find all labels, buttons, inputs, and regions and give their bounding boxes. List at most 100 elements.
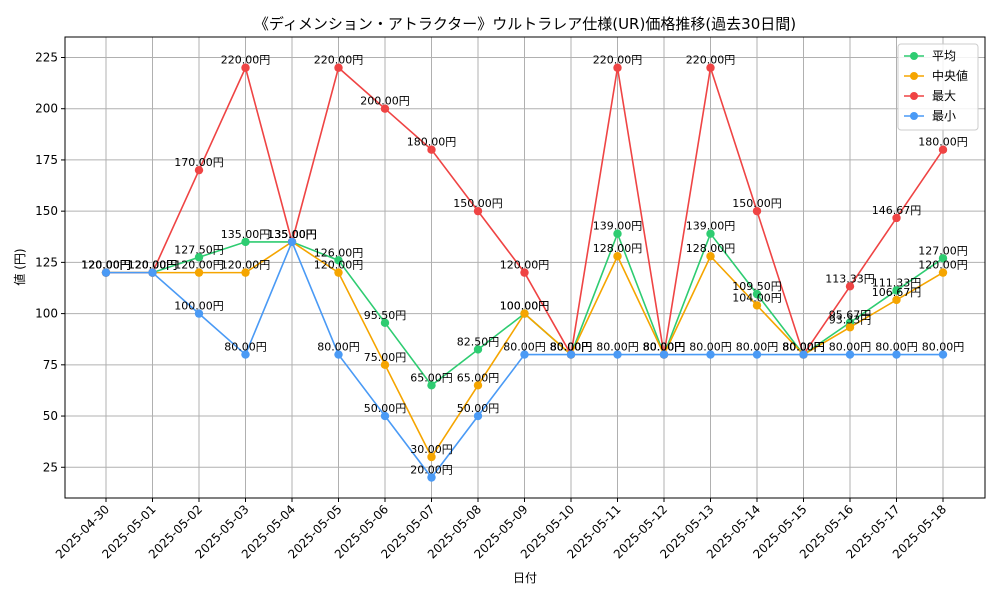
data-point bbox=[241, 350, 250, 359]
data-label: 128.00円 bbox=[686, 242, 736, 255]
chart-title: 《ディメンション・アトラクター》ウルトラレア仕様(UR)価格推移(過去30日間) bbox=[254, 15, 796, 33]
data-label: 95.67円 bbox=[829, 308, 872, 321]
data-point bbox=[194, 268, 204, 277]
series-layer bbox=[101, 63, 948, 482]
data-label: 180.00円 bbox=[407, 136, 457, 149]
data-label: 150.00円 bbox=[453, 197, 503, 210]
data-point bbox=[194, 309, 204, 318]
data-label: 80.00円 bbox=[689, 341, 732, 354]
data-point bbox=[520, 309, 529, 318]
data-label: 30.00円 bbox=[410, 443, 453, 456]
data-label: 127.00円 bbox=[918, 244, 968, 257]
data-label: 80.00円 bbox=[736, 341, 779, 354]
data-point bbox=[892, 213, 901, 223]
legend-marker bbox=[910, 72, 918, 80]
y-tick-label: 75 bbox=[43, 358, 58, 372]
data-label: 50.00円 bbox=[364, 402, 407, 415]
data-label: 135.00円 bbox=[267, 228, 317, 241]
data-point bbox=[241, 237, 250, 247]
data-label: 93.33円 bbox=[829, 313, 872, 326]
data-point bbox=[706, 229, 715, 238]
data-point bbox=[473, 206, 483, 216]
data-labels: 120.00円120.00円127.50円135.00円135.00円126.0… bbox=[81, 54, 968, 477]
data-label: 126.00円 bbox=[314, 246, 364, 259]
y-tick-label: 200 bbox=[35, 102, 58, 116]
legend-item: 最小 bbox=[904, 109, 956, 123]
data-label: 120.00円 bbox=[500, 259, 550, 272]
data-label: 220.00円 bbox=[686, 54, 736, 67]
data-label: 111.33円 bbox=[872, 276, 922, 289]
y-tick-label: 25 bbox=[43, 460, 58, 474]
data-point bbox=[613, 252, 622, 261]
data-point bbox=[845, 323, 855, 332]
data-label: 75.00円 bbox=[364, 351, 407, 364]
data-label: 80.00円 bbox=[782, 341, 825, 354]
y-tick-label: 150 bbox=[35, 204, 58, 218]
data-point bbox=[334, 350, 343, 359]
data-label: 120.00円 bbox=[81, 259, 131, 272]
data-point bbox=[938, 145, 948, 154]
data-label: 200.00円 bbox=[360, 95, 410, 108]
data-point bbox=[334, 256, 343, 265]
data-label: 20.00円 bbox=[410, 464, 453, 477]
data-label: 80.00円 bbox=[550, 341, 593, 354]
data-point bbox=[473, 411, 483, 421]
legend-label: 最大 bbox=[932, 89, 956, 103]
data-label: 120.00円 bbox=[174, 259, 224, 272]
data-label: 150.00円 bbox=[732, 197, 782, 210]
y-tick-label: 225 bbox=[35, 50, 58, 64]
data-label: 82.50円 bbox=[457, 335, 500, 348]
data-label: 135.00円 bbox=[267, 228, 317, 241]
data-label: 80.00円 bbox=[643, 341, 686, 354]
data-point bbox=[892, 295, 901, 305]
data-point bbox=[892, 350, 901, 359]
legend-marker bbox=[910, 112, 918, 120]
data-label: 80.00円 bbox=[550, 341, 593, 354]
data-point bbox=[334, 268, 343, 277]
data-point bbox=[427, 145, 436, 154]
data-label: 80.00円 bbox=[643, 341, 686, 354]
y-tick-label: 125 bbox=[35, 255, 58, 269]
data-label: 106.67円 bbox=[872, 286, 922, 299]
data-point bbox=[845, 350, 855, 359]
data-point bbox=[613, 63, 622, 72]
data-label: 120.00円 bbox=[128, 259, 178, 272]
data-label: 139.00円 bbox=[686, 220, 736, 233]
data-label: 128.00円 bbox=[593, 242, 643, 255]
data-point bbox=[427, 381, 436, 390]
data-label: 120.00円 bbox=[221, 259, 271, 272]
data-point bbox=[613, 229, 622, 238]
data-point bbox=[845, 282, 855, 291]
data-point bbox=[380, 360, 390, 370]
data-label: 95.50円 bbox=[364, 309, 407, 322]
data-label: 180.00円 bbox=[918, 136, 968, 149]
data-point bbox=[380, 411, 390, 421]
data-label: 104.00円 bbox=[732, 291, 782, 304]
y-tick-label: 175 bbox=[35, 153, 58, 167]
data-point bbox=[520, 268, 529, 277]
data-point bbox=[427, 473, 436, 482]
data-label: 220.00円 bbox=[593, 54, 643, 67]
data-label: 120.00円 bbox=[128, 259, 178, 272]
data-point bbox=[659, 350, 669, 359]
data-label: 80.00円 bbox=[782, 341, 825, 354]
data-label: 120.00円 bbox=[81, 259, 131, 272]
data-point bbox=[427, 452, 436, 462]
data-point bbox=[473, 345, 483, 354]
data-label: 80.00円 bbox=[922, 341, 965, 354]
data-label: 127.50円 bbox=[174, 243, 224, 256]
data-label: 100.00円 bbox=[500, 300, 550, 313]
x-axis: 2025-04-302025-05-012025-05-022025-05-03… bbox=[53, 498, 949, 561]
data-point bbox=[938, 268, 948, 277]
data-point bbox=[473, 381, 483, 390]
data-point bbox=[241, 63, 250, 72]
legend-item: 最大 bbox=[904, 89, 956, 103]
data-label: 100.00円 bbox=[174, 300, 224, 313]
data-point bbox=[380, 104, 390, 113]
data-label: 120.00円 bbox=[314, 259, 364, 272]
data-point bbox=[613, 350, 622, 359]
data-label: 80.00円 bbox=[875, 341, 918, 354]
data-label: 100.00円 bbox=[500, 300, 550, 313]
